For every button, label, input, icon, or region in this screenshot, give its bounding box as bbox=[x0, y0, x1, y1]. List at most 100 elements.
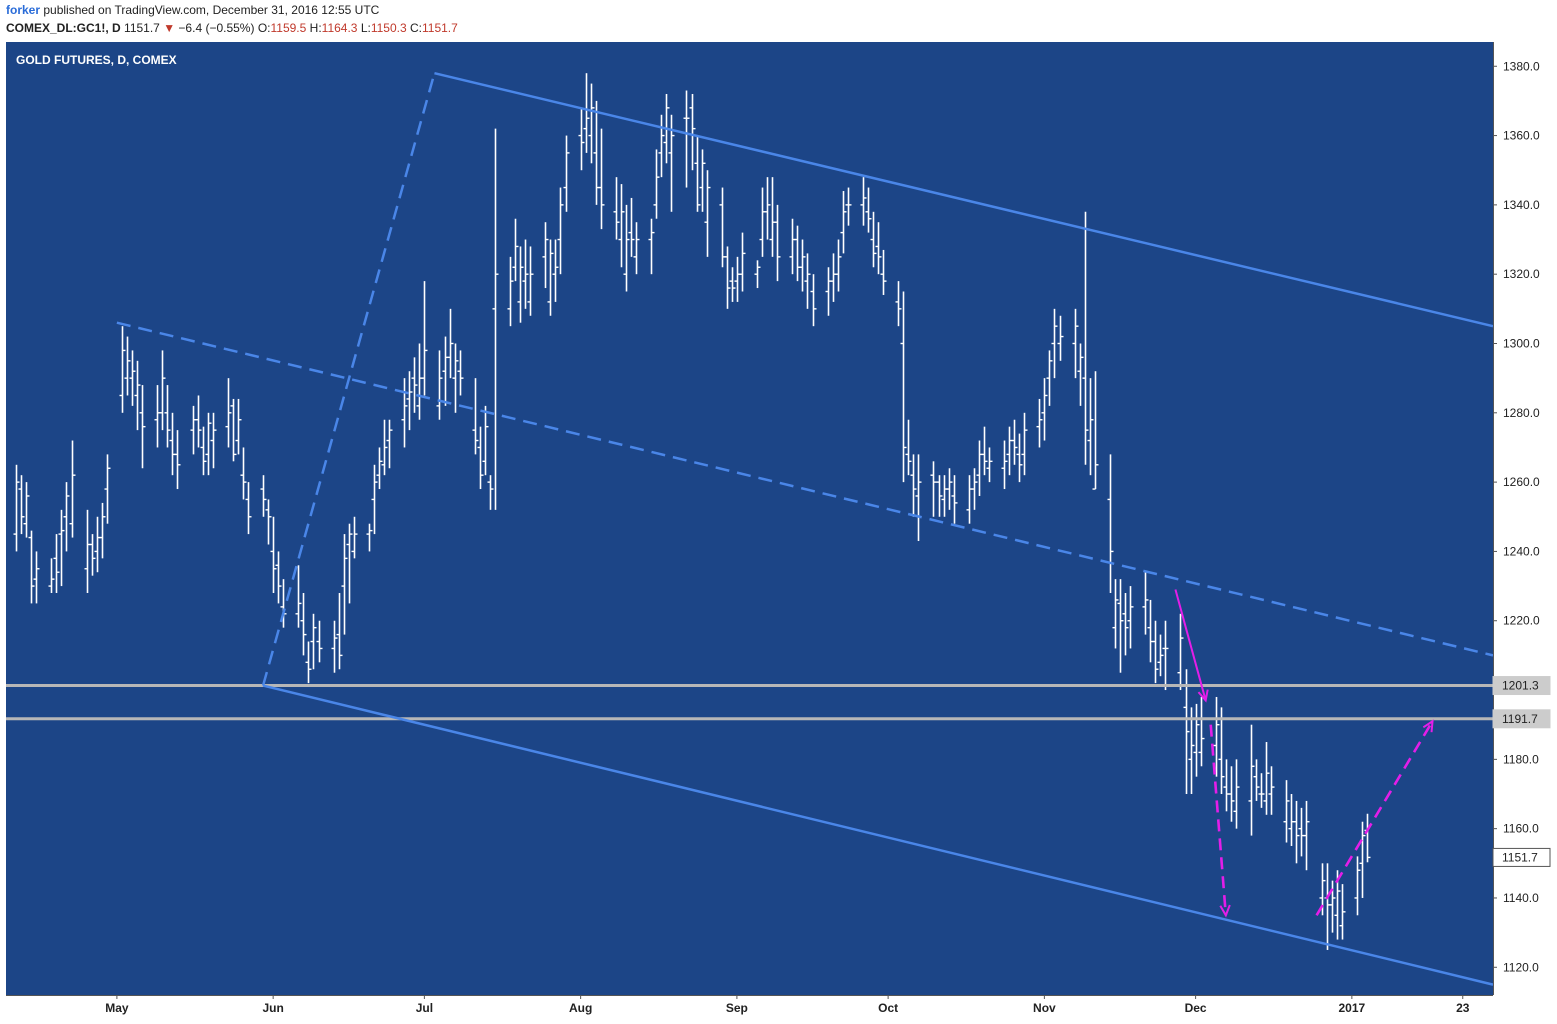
ohlc-bar bbox=[895, 281, 902, 327]
ohlc-bar bbox=[1193, 703, 1200, 777]
ohlc-bar bbox=[1283, 780, 1290, 843]
ohlc-bar bbox=[1339, 884, 1346, 940]
ohlc-bar bbox=[547, 239, 554, 316]
ohlc-bars bbox=[13, 73, 1371, 950]
y-tick-label: 1340.0 bbox=[1503, 198, 1540, 212]
y-tick-label: 1120.0 bbox=[1503, 960, 1539, 974]
ohlc-bar bbox=[457, 350, 464, 396]
ohlc-bar bbox=[63, 482, 70, 552]
y-axis-ticks: 1120.0 1140.0 1160.0 1180.0 1220.0 1240.0 1260… bbox=[1493, 59, 1540, 974]
ohlc-bar bbox=[89, 534, 96, 576]
ohlc-bar bbox=[981, 426, 988, 476]
ohlc-bar bbox=[578, 107, 585, 171]
ohlc-bar bbox=[880, 249, 887, 295]
ohlc-bar bbox=[316, 620, 323, 663]
ohlc-bar bbox=[683, 90, 690, 188]
ohlc-bar bbox=[139, 385, 146, 469]
down-triangle-icon: ▼ bbox=[163, 21, 176, 35]
ohlc-bar bbox=[421, 281, 428, 396]
ohlc-bar bbox=[905, 419, 912, 476]
ohlc-bar bbox=[633, 222, 640, 275]
arrow-shaft bbox=[1174, 589, 1207, 701]
high-label: H: bbox=[309, 21, 322, 35]
ohlc-bar bbox=[522, 239, 529, 309]
ohlc-bar bbox=[860, 177, 867, 226]
ohlc-bar bbox=[598, 128, 605, 230]
ohlc-bar bbox=[230, 398, 237, 462]
x-axis-ticks: May Jun Jul Aug Sep Oct Nov Dec 2017 23 bbox=[105, 995, 1470, 1015]
ohlc-bar bbox=[865, 187, 872, 233]
high-value: 1164.3 bbox=[321, 21, 358, 35]
ohlc-bar bbox=[28, 530, 35, 604]
ohlc-bar bbox=[1092, 371, 1099, 490]
price-label: 1201.3 bbox=[1492, 676, 1551, 696]
projection-arrow bbox=[1174, 589, 1209, 703]
arrow-head bbox=[1219, 904, 1231, 918]
author-name[interactable]: forker bbox=[6, 3, 41, 17]
ohlc-bar bbox=[472, 378, 479, 455]
ohlc-bar bbox=[53, 534, 60, 594]
ohlc-bar bbox=[13, 464, 20, 552]
ohlc-bar bbox=[1359, 821, 1366, 898]
ohlc-bar bbox=[18, 475, 25, 535]
ohlc-bar bbox=[452, 343, 459, 413]
ohlc-bar bbox=[104, 454, 111, 524]
ohlc-bar bbox=[270, 516, 277, 594]
ohlc-bar bbox=[648, 218, 655, 275]
ohlc-bar bbox=[48, 558, 55, 594]
ohlc-bar bbox=[99, 502, 106, 559]
ohlc-bar bbox=[1016, 433, 1023, 483]
ohlc-bar bbox=[341, 534, 348, 635]
ohlc-bar bbox=[482, 405, 489, 476]
x-tick-label: Aug bbox=[569, 1001, 592, 1015]
ohlc-bar bbox=[245, 482, 252, 535]
ohlc-bar bbox=[124, 336, 131, 396]
price-axis[interactable] bbox=[1493, 42, 1557, 995]
time-axis[interactable] bbox=[0, 995, 1557, 1024]
trendline bbox=[434, 71, 1494, 328]
ohlc-bar bbox=[69, 440, 76, 538]
symbol-name: COMEX_DL:GC1!, D bbox=[6, 21, 121, 35]
ohlc-bar bbox=[1011, 419, 1018, 465]
ohlc-bar bbox=[804, 253, 811, 309]
price-label-text: 1201.3 bbox=[1502, 679, 1539, 693]
ohlc-bar bbox=[628, 197, 635, 257]
ohlc-bar bbox=[739, 232, 746, 292]
low-value: 1150.3 bbox=[370, 21, 407, 35]
price-label-box bbox=[1492, 676, 1551, 696]
ohlc-bar bbox=[210, 412, 217, 469]
ohlc-bar bbox=[1021, 412, 1028, 476]
ohlc-bar bbox=[840, 191, 847, 254]
arrow-shaft bbox=[1209, 724, 1228, 916]
ohlc-bar bbox=[174, 430, 181, 490]
ohlc-bar bbox=[159, 350, 166, 431]
ohlc-bar bbox=[563, 135, 570, 212]
price-label-box bbox=[1492, 847, 1551, 867]
close-label: C: bbox=[409, 21, 422, 35]
x-tick-label: 2017 bbox=[1339, 1001, 1366, 1015]
ohlc-bar bbox=[129, 350, 136, 406]
trendline bbox=[262, 684, 1494, 986]
plot-area[interactable] bbox=[6, 42, 1493, 995]
ohlc-bar bbox=[1112, 579, 1119, 649]
projection-arrow bbox=[1315, 719, 1434, 916]
ohlc-bar bbox=[704, 170, 711, 257]
ohlc-bar bbox=[1263, 742, 1270, 815]
x-tick-label: May bbox=[105, 1001, 129, 1015]
y-tick-label: 1180.0 bbox=[1503, 752, 1539, 766]
ohlc-bar bbox=[1107, 454, 1114, 594]
ohlc-bar bbox=[436, 350, 443, 420]
ohlc-bar bbox=[724, 246, 731, 309]
ohlc-bar bbox=[331, 620, 338, 673]
ohlc-bar bbox=[401, 378, 408, 448]
y-tick-label: 1380.0 bbox=[1503, 59, 1540, 73]
ohlc-bar bbox=[542, 222, 549, 289]
ohlc-bar bbox=[1157, 634, 1164, 677]
ohlc-bar bbox=[1303, 800, 1310, 871]
x-tick-label: Dec bbox=[1185, 1001, 1207, 1015]
ohlc-bar bbox=[1152, 620, 1159, 684]
ohlc-bar bbox=[1001, 440, 1008, 490]
ohlc-bar bbox=[613, 177, 620, 240]
ohlc-bar bbox=[1057, 315, 1064, 361]
